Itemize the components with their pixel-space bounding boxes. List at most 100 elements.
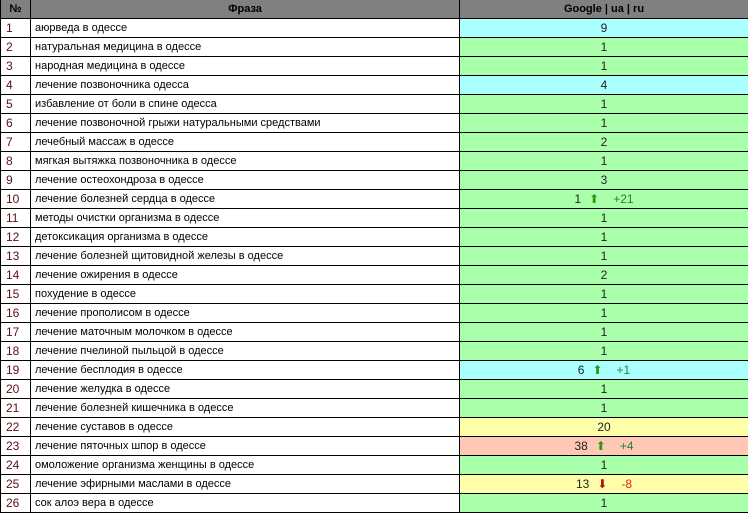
table-row[interactable]: 10 лечение болезней сердца в одессе 1 ⬆ +21 (0, 189, 748, 209)
position-cell: 1 (459, 303, 748, 323)
position-cell: 1 (459, 94, 748, 114)
phrase-cell: методы очистки организма в одессе (30, 208, 460, 228)
table-row[interactable]: 21 лечение болезней кишечника в одессе 1 (0, 398, 748, 418)
position-change: +4 (619, 439, 634, 453)
position-value: 1 (600, 211, 608, 225)
table-row[interactable]: 18 лечение пчелиной пыльцой в одессе 1 (0, 341, 748, 361)
position-value: 1 (600, 287, 608, 301)
table-row[interactable]: 22 лечение суставов в одессе 20 (0, 417, 748, 437)
row-number: 12 (0, 227, 31, 247)
position-change: +21 (613, 192, 634, 206)
row-number: 4 (0, 75, 31, 95)
phrase-cell: лечение болезней кишечника в одессе (30, 398, 460, 418)
table-row[interactable]: 19 лечение бесплодия в одессе 6 ⬆ +1 (0, 360, 748, 380)
table-row[interactable]: 24 омоложение организма женщины в одессе 1 (0, 455, 748, 475)
row-number: 20 (0, 379, 31, 399)
phrase-cell: лечение суставов в одессе (30, 417, 460, 437)
table-row[interactable]: 6 лечение позвоночной грыжи натуральными … (0, 113, 748, 133)
phrase-cell: лечение желудка в одессе (30, 379, 460, 399)
table-row[interactable]: 15 похудение в одессе 1 (0, 284, 748, 304)
phrase-cell: мягкая вытяжка позвоночника в одессе (30, 151, 460, 171)
position-cell: 38 ⬆ +4 (459, 436, 748, 456)
position-cell: 1 (459, 322, 748, 342)
row-number: 11 (0, 208, 31, 228)
row-number: 14 (0, 265, 31, 285)
table-row[interactable]: 11 методы очистки организма в одессе 1 (0, 208, 748, 228)
table-row[interactable]: 5 избавление от боли в спине одесса 1 (0, 94, 748, 114)
table-row[interactable]: 20 лечение желудка в одессе 1 (0, 379, 748, 399)
position-cell: 1 (459, 341, 748, 361)
position-cell: 1 (459, 455, 748, 475)
header-row: № Фраза Google | ua | ru (0, 0, 748, 19)
column-header-phrase[interactable]: Фраза (30, 0, 460, 19)
table-row[interactable]: 23 лечение пяточных шпор в одессе 38 ⬆ +4 (0, 436, 748, 456)
row-number: 2 (0, 37, 31, 57)
table-row[interactable]: 14 лечение ожирения в одессе 2 (0, 265, 748, 285)
table-row[interactable]: 8 мягкая вытяжка позвоночника в одессе 1 (0, 151, 748, 171)
position-cell: 1 (459, 113, 748, 133)
position-value: 1 (574, 192, 582, 206)
column-header-google[interactable]: Google | ua | ru (459, 0, 748, 19)
position-cell: 1 (459, 493, 748, 513)
position-value: 13 (575, 477, 590, 491)
table-row[interactable]: 25 лечение эфирными маслами в одессе 13 ⬇ -8 (0, 474, 748, 494)
position-value: 1 (600, 382, 608, 396)
position-value: 4 (600, 78, 608, 92)
row-number: 3 (0, 56, 31, 76)
phrase-cell: лечение эфирными маслами в одессе (30, 474, 460, 494)
phrase-cell: лечение бесплодия в одессе (30, 360, 460, 380)
phrase-cell: детоксикация организма в одессе (30, 227, 460, 247)
position-value: 1 (600, 458, 608, 472)
position-value: 1 (600, 325, 608, 339)
row-number: 9 (0, 170, 31, 190)
row-number: 25 (0, 474, 31, 494)
position-value: 1 (600, 154, 608, 168)
phrase-cell: лечение прополисом в одессе (30, 303, 460, 323)
column-header-number[interactable]: № (0, 0, 31, 19)
table-row[interactable]: 16 лечение прополисом в одессе 1 (0, 303, 748, 323)
position-cell: 4 (459, 75, 748, 95)
table-row[interactable]: 12 детоксикация организма в одессе 1 (0, 227, 748, 247)
table-row[interactable]: 3 народная медицина в одессе 1 (0, 56, 748, 76)
phrase-cell: лечение болезней сердца в одессе (30, 189, 460, 209)
position-value: 1 (600, 59, 608, 73)
phrase-cell: омоложение организма женщины в одессе (30, 455, 460, 475)
phrase-cell: лечение пчелиной пыльцой в одессе (30, 341, 460, 361)
position-change: +1 (616, 363, 631, 377)
arrow-up-icon: ⬆ (592, 363, 603, 377)
phrase-cell: натуральная медицина в одессе (30, 37, 460, 57)
table-row[interactable]: 7 лечебный массаж в одессе 2 (0, 132, 748, 152)
position-cell: 6 ⬆ +1 (459, 360, 748, 380)
phrase-cell: лечение остеохондроза в одессе (30, 170, 460, 190)
row-number: 8 (0, 151, 31, 171)
position-cell: 2 (459, 265, 748, 285)
row-number: 24 (0, 455, 31, 475)
row-number: 10 (0, 189, 31, 209)
row-number: 18 (0, 341, 31, 361)
table-row[interactable]: 9 лечение остеохондроза в одессе 3 (0, 170, 748, 190)
phrase-cell: лечение позвоночной грыжи натуральными с… (30, 113, 460, 133)
position-value: 1 (600, 97, 608, 111)
position-value: 1 (600, 116, 608, 130)
position-cell: 1 (459, 246, 748, 266)
table-row[interactable]: 1 аюрведа в одессе 9 (0, 18, 748, 38)
position-value: 1 (600, 306, 608, 320)
position-value: 3 (600, 173, 608, 187)
position-value: 9 (600, 21, 608, 35)
table-row[interactable]: 17 лечение маточным молочком в одессе 1 (0, 322, 748, 342)
phrase-cell: лечение позвоночника одесса (30, 75, 460, 95)
table-row[interactable]: 26 сок алоэ вера в одессе 1 (0, 493, 748, 513)
position-cell: 2 (459, 132, 748, 152)
position-value: 1 (600, 344, 608, 358)
position-cell: 1 (459, 208, 748, 228)
table-row[interactable]: 4 лечение позвоночника одесса 4 (0, 75, 748, 95)
table-row[interactable]: 2 натуральная медицина в одессе 1 (0, 37, 748, 57)
row-number: 17 (0, 322, 31, 342)
position-value: 38 (574, 439, 588, 453)
table-row[interactable]: 13 лечение болезней щитовидной железы в о… (0, 246, 748, 266)
row-number: 7 (0, 132, 31, 152)
position-cell: 1 ⬆ +21 (459, 189, 748, 209)
phrase-cell: сок алоэ вера в одессе (30, 493, 460, 513)
phrase-cell: лечение пяточных шпор в одессе (30, 436, 460, 456)
